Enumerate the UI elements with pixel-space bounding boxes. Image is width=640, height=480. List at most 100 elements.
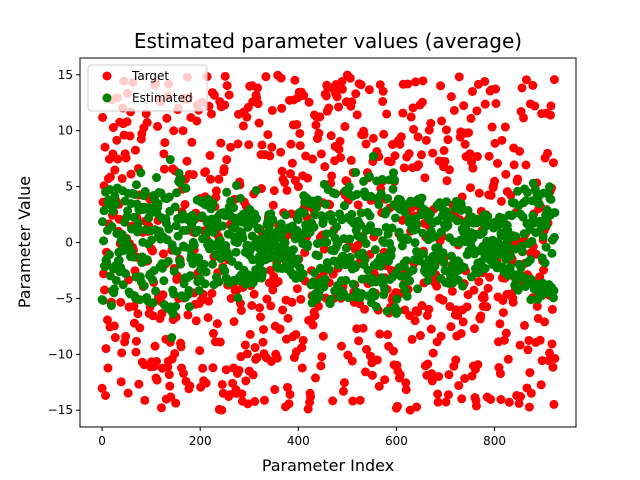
target-point	[468, 163, 478, 173]
estimated-point	[526, 295, 536, 305]
target-point	[433, 397, 443, 407]
target-point	[467, 86, 477, 96]
target-point	[160, 138, 170, 148]
target-point	[324, 103, 334, 113]
target-point	[345, 73, 355, 83]
target-point	[545, 348, 555, 358]
target-point	[359, 130, 369, 140]
estimated-point	[181, 183, 191, 193]
estimated-point	[159, 276, 169, 286]
target-point	[268, 200, 278, 210]
estimated-point	[111, 199, 121, 209]
estimated-point	[184, 302, 194, 312]
target-point	[208, 328, 218, 338]
target-point	[367, 370, 377, 380]
y-tick-label: 5	[65, 180, 73, 194]
estimated-point	[324, 265, 334, 275]
target-point	[354, 336, 364, 346]
target-point	[412, 402, 422, 412]
target-point	[203, 313, 213, 323]
estimated-point	[181, 225, 191, 235]
target-point	[447, 286, 457, 296]
estimated-point	[540, 258, 550, 268]
estimated-point	[382, 206, 392, 216]
target-point	[306, 392, 316, 402]
estimated-point	[376, 189, 386, 199]
estimated-point	[252, 214, 262, 224]
estimated-point	[366, 191, 376, 201]
estimated-point	[361, 239, 371, 249]
target-point	[540, 317, 550, 327]
target-point	[252, 353, 262, 363]
y-tick-label: 0	[65, 236, 73, 250]
legend: Target Estimated	[87, 64, 208, 112]
target-point	[188, 170, 198, 180]
target-point	[423, 359, 433, 369]
estimated-point	[207, 259, 217, 269]
target-point	[398, 108, 408, 118]
target-point	[125, 131, 135, 141]
target-point	[264, 278, 274, 288]
target-point	[491, 84, 501, 94]
estimated-point	[418, 249, 428, 259]
estimated-point	[549, 286, 559, 296]
target-point	[337, 84, 347, 94]
target-point	[464, 128, 474, 138]
estimated-point	[345, 252, 355, 262]
estimated-point	[546, 194, 556, 204]
estimated-point	[439, 258, 449, 268]
target-point	[303, 173, 313, 183]
target-point	[254, 118, 264, 128]
target-point	[315, 112, 325, 122]
estimated-point	[403, 235, 413, 245]
target-point	[515, 340, 525, 350]
estimated-point	[214, 277, 224, 287]
target-point	[166, 392, 176, 402]
legend-marker-target	[102, 71, 112, 81]
target-point	[171, 398, 181, 408]
target-point	[334, 144, 344, 154]
target-point	[116, 377, 126, 387]
estimated-point	[413, 284, 423, 294]
target-point	[432, 281, 442, 291]
target-point	[550, 353, 560, 363]
target-point	[290, 75, 300, 85]
estimated-point	[169, 266, 179, 276]
target-point	[148, 311, 158, 321]
target-point	[308, 320, 318, 330]
target-point	[424, 125, 434, 135]
estimated-point	[231, 247, 241, 257]
target-point	[253, 83, 263, 93]
target-point	[265, 151, 275, 161]
estimated-point	[299, 208, 309, 218]
estimated-point	[458, 281, 468, 291]
estimated-point	[275, 244, 285, 254]
target-point	[497, 135, 507, 145]
target-point	[546, 101, 556, 111]
target-point	[537, 356, 547, 366]
target-point	[390, 151, 400, 161]
estimated-point	[110, 191, 120, 201]
estimated-point	[547, 248, 557, 258]
target-point	[287, 297, 297, 307]
estimated-point	[374, 200, 384, 210]
target-point	[212, 319, 222, 329]
estimated-point	[359, 176, 369, 186]
estimated-point	[326, 294, 336, 304]
target-point	[379, 129, 389, 139]
target-point	[183, 310, 193, 320]
estimated-point	[208, 198, 218, 208]
estimated-point	[254, 223, 264, 233]
target-point	[286, 139, 296, 149]
target-point	[547, 339, 557, 349]
target-point	[270, 385, 280, 395]
target-point	[131, 336, 141, 346]
target-point	[340, 122, 350, 132]
estimated-point	[164, 192, 174, 202]
x-tick-label: 200	[189, 434, 212, 448]
estimated-point	[356, 220, 366, 230]
target-point	[326, 131, 336, 141]
target-point	[209, 90, 219, 100]
target-point	[316, 361, 326, 371]
